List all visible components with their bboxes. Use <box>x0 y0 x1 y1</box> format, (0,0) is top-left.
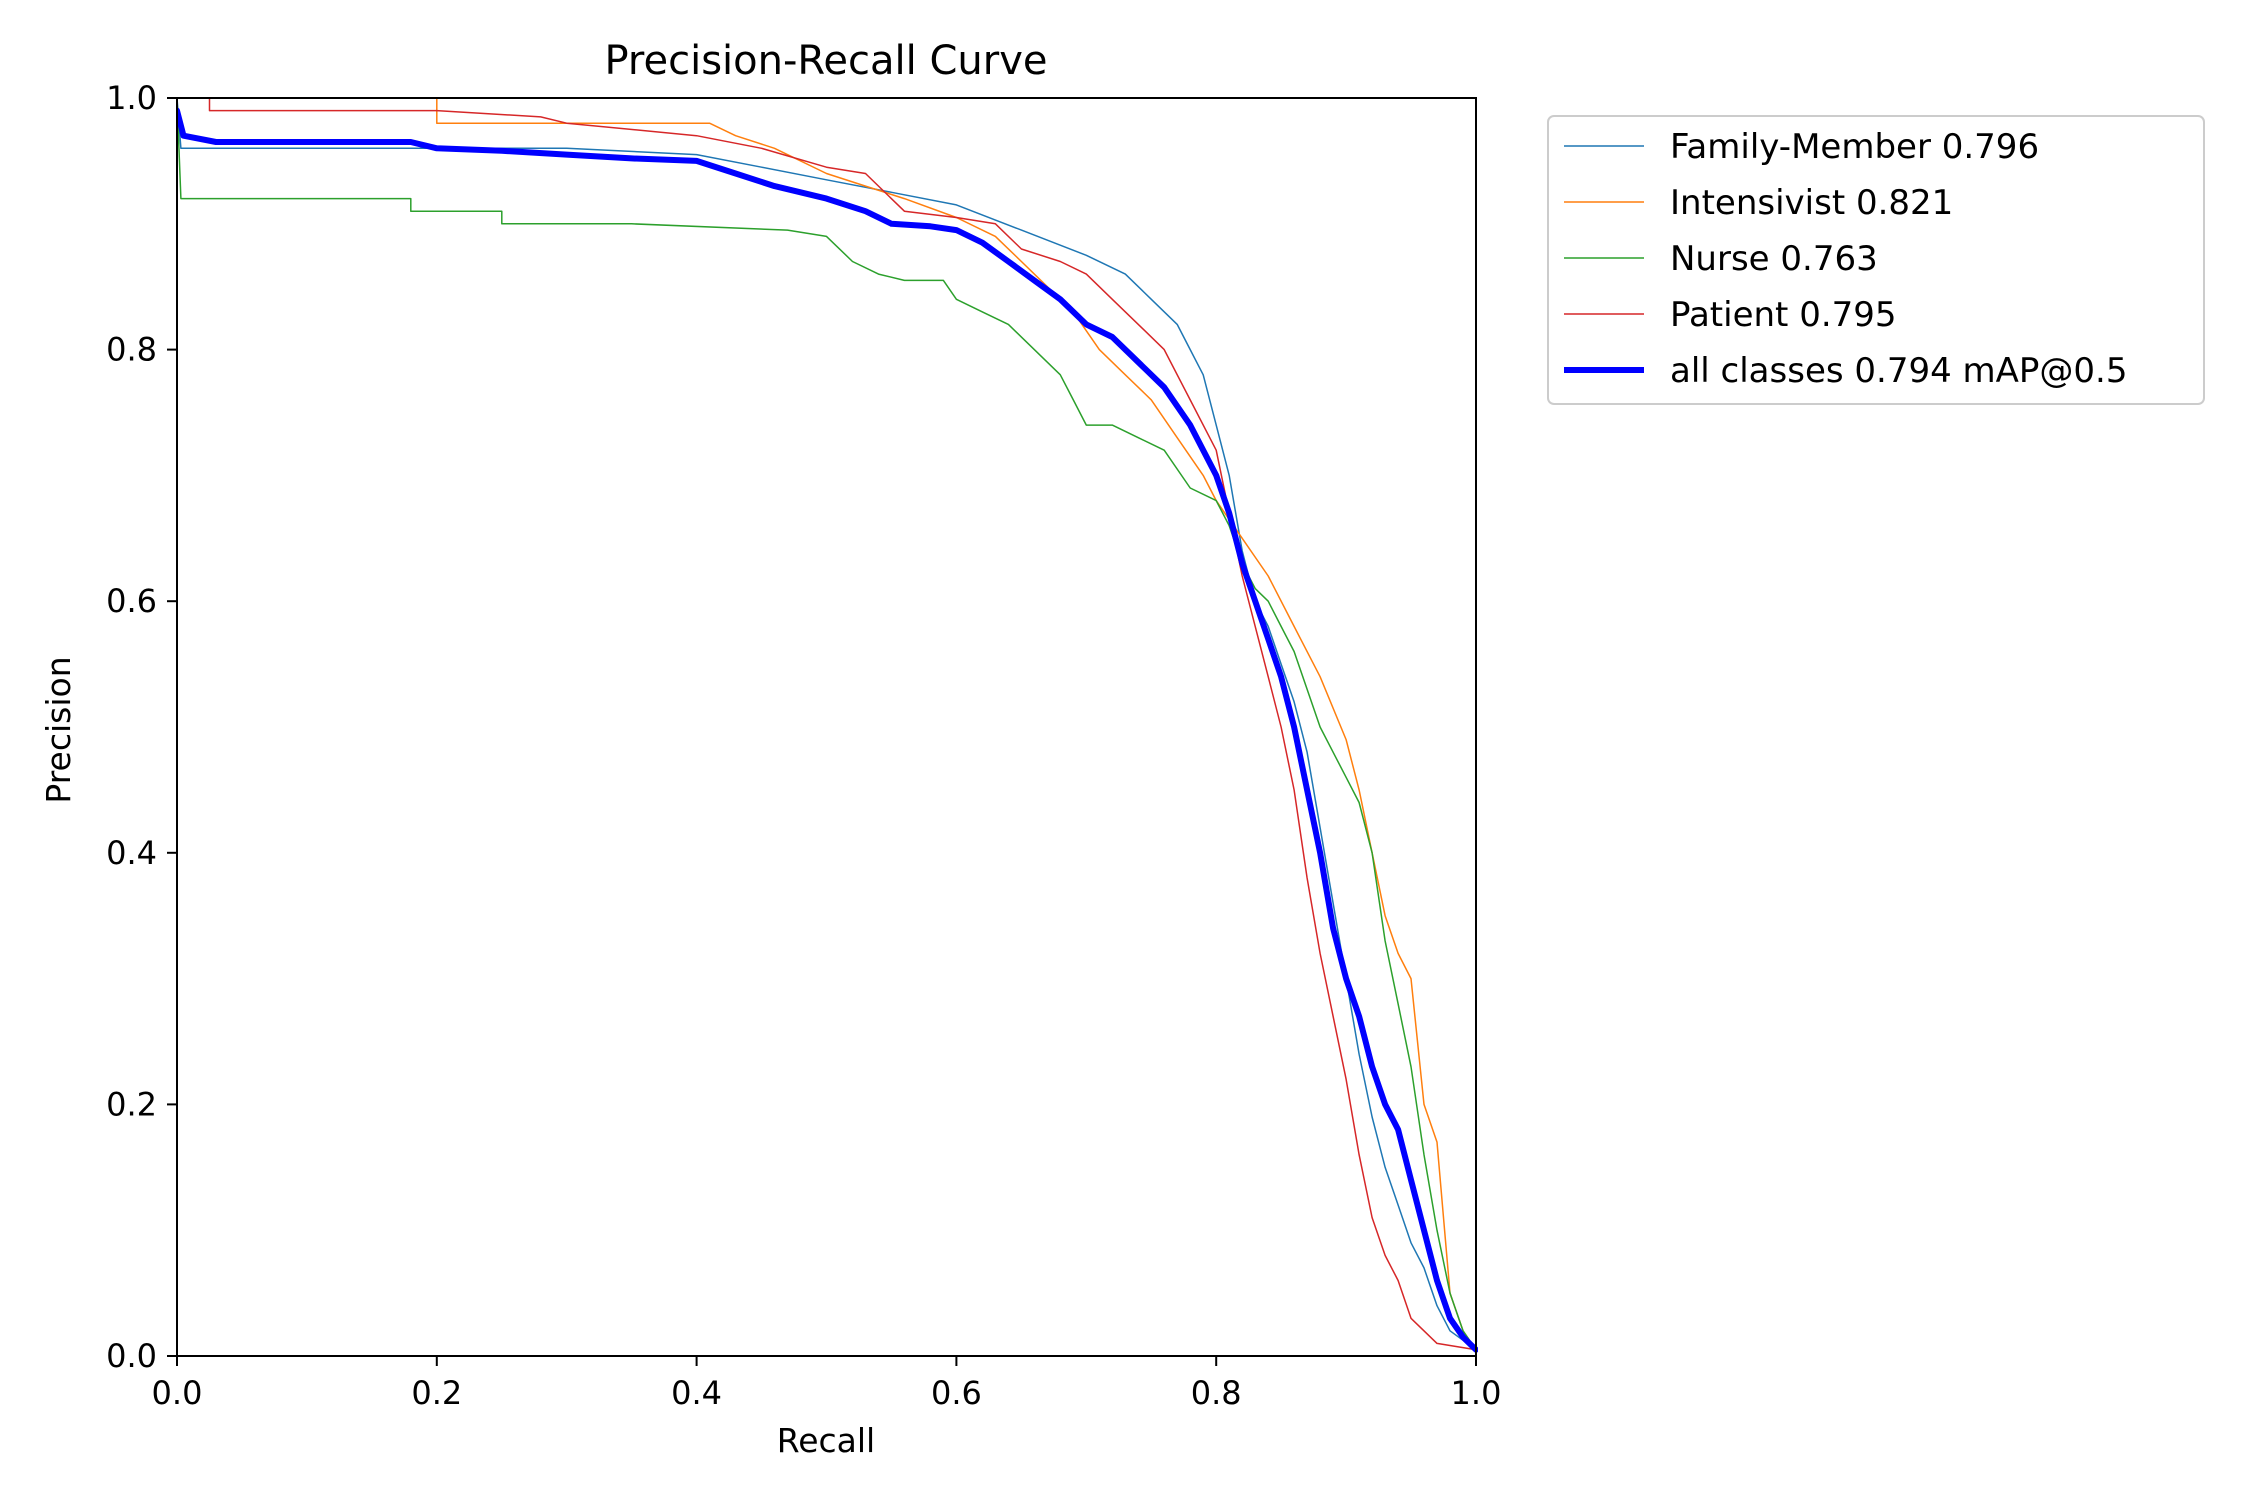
x-tick-label: 0.6 <box>931 1374 982 1412</box>
series-line-1 <box>177 97 1477 1351</box>
legend-box <box>1547 115 2205 405</box>
chart-title: Precision-Recall Curve <box>605 38 1048 84</box>
x-tick-label: 0.4 <box>671 1374 722 1412</box>
legend-label: all classes 0.794 mAP@0.5 <box>1670 351 2127 391</box>
series-group <box>177 97 1478 1353</box>
legend: Family-Member 0.796 Intensivist 0.821 Nurs… <box>1547 115 2205 405</box>
legend-label: Family-Member 0.796 <box>1670 127 2039 167</box>
y-tick-label: 0.8 <box>106 331 157 369</box>
plot-area: 0.0 0.2 0.4 0.6 0.8 1.0 0.0 0.2 0.4 0.6 0.8 1.0 <box>106 79 1501 1412</box>
y-tick-label: 0.4 <box>106 834 157 872</box>
plot-frame <box>176 97 1477 1357</box>
series-line-5 <box>177 107 1478 1353</box>
legend-label: Patient 0.795 <box>1670 295 1897 335</box>
legend-label: Nurse 0.763 <box>1670 239 1878 279</box>
x-tick-label: 0.8 <box>1191 1374 1242 1412</box>
x-tick-label: 0.2 <box>411 1374 462 1412</box>
y-tick-label: 1.0 <box>106 79 157 117</box>
series-line-2 <box>177 97 1477 1351</box>
y-axis-label: Precision <box>39 656 78 803</box>
series-line-3 <box>177 97 1477 1351</box>
series-line-4 <box>177 97 1477 1351</box>
x-tick-label: 1.0 <box>1451 1374 1502 1412</box>
y-tick-label: 0.0 <box>106 1337 157 1375</box>
y-tick-label: 0.2 <box>106 1085 157 1123</box>
x-tick-label: 0.0 <box>152 1374 203 1412</box>
y-tick-label: 0.6 <box>106 582 157 620</box>
x-axis-label: Recall <box>777 1421 875 1460</box>
legend-label: Intensivist 0.821 <box>1670 183 1953 223</box>
